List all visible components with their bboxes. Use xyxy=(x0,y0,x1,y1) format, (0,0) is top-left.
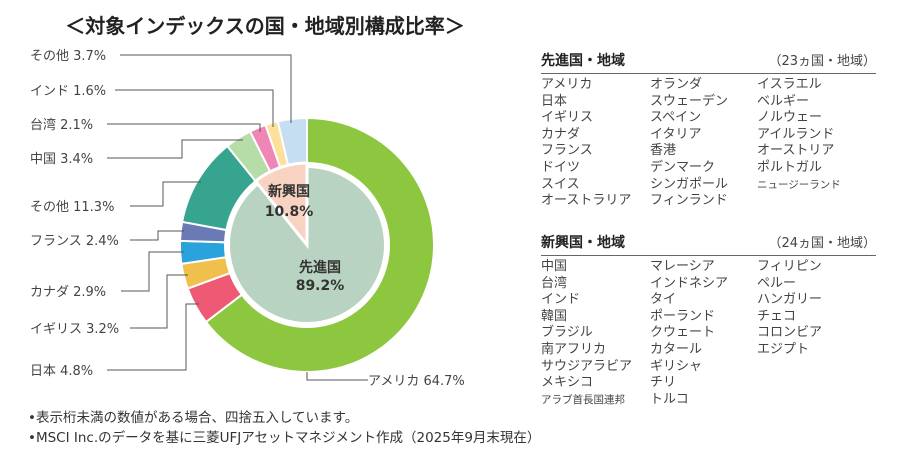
country-item: イスラエル xyxy=(757,77,822,92)
country-item: エジプト xyxy=(757,341,810,357)
slice-label: 中国 3.4% xyxy=(30,152,93,167)
developed-section: 先進国・地域 （23ヵ国・地域） アメリカ 日本 イギリス カナダ フランス ドイツ スイスオ… xyxy=(541,50,876,210)
country-column: フィリピン ペルー ハンガリー チェコ コロンビア エジプト xyxy=(757,259,822,408)
country-item: クウェート xyxy=(650,325,716,341)
country-item: フィリピン xyxy=(757,259,822,274)
country-item: フランス xyxy=(541,143,593,159)
chart-title: ＜対象インデックスの国・地域別構成比率＞ xyxy=(65,14,465,38)
country-item: オランダ xyxy=(650,77,703,92)
country-item: ポーランド xyxy=(650,308,716,324)
country-item: ハンガリー xyxy=(757,292,823,308)
leader-line xyxy=(121,251,184,292)
country-column: 中国 台湾 インド 韓国 ブラジル 南アフリカ サウジアラビア メキシコアラブ首長国連邦 xyxy=(541,259,650,408)
inner-name-label: 先進国 xyxy=(299,259,341,276)
country-item: ブラジル xyxy=(541,325,593,341)
country-column: イスラエル ベルギー ノルウェー アイルランド オーストリア ポルトガルニュージーランド xyxy=(757,77,841,210)
country-item: アイルランド xyxy=(757,126,835,142)
country-item: ドイツ xyxy=(541,159,581,175)
outer-slice-0 xyxy=(204,116,435,373)
developed-count: （23ヵ国・地域） xyxy=(768,54,876,69)
country-item: 中国 xyxy=(541,259,568,274)
inner-name-label: 新興国 xyxy=(268,183,310,200)
country-item: カナダ xyxy=(541,126,581,142)
emerging-count: （24ヵ国・地域） xyxy=(768,236,876,251)
country-item: オーストラリア xyxy=(541,193,632,209)
donut-chart: アメリカ 64.7% 日本 4.8% イギリス 3.2% カナダ 2.9% フランス 2… xyxy=(30,49,465,389)
leader-line xyxy=(107,139,243,159)
country-item: 南アフリカ xyxy=(541,341,607,357)
leader-line xyxy=(130,181,201,207)
emerging-heading: 新興国・地域 xyxy=(541,235,625,251)
inner-value-label: 10.8% xyxy=(265,204,314,220)
country-column: オランダ スウェーデン スペイン イタリア 香港 デンマーク シンガポール フィンランド xyxy=(650,77,757,210)
leader-line xyxy=(120,54,292,123)
slice-label: カナダ 2.9% xyxy=(30,285,106,300)
country-item: スイス xyxy=(541,176,580,192)
country-item: ポルトガル xyxy=(757,159,823,175)
footnote: •MSCI Inc.のデータを基に三菱UFJアセットマネジメント作成（2025年… xyxy=(28,430,541,446)
country-item: スペイン xyxy=(650,110,702,126)
slice-label: インド 1.6% xyxy=(30,84,106,99)
footnotes: •表示桁未満の数値がある場合、四捨五入しています。 •MSCI Inc.のデータ… xyxy=(28,408,540,448)
country-column: マレーシア インドネシア タイ ポーランド クウェート カタール ギリシャ チリ トルコ xyxy=(650,259,757,408)
footnote: •表示桁未満の数値がある場合、四捨五入しています。 xyxy=(28,410,359,426)
slice-label: フランス 2.4% xyxy=(30,234,119,249)
country-item: インドネシア xyxy=(650,275,729,291)
leader-line xyxy=(306,372,368,381)
country-item: サウジアラビア xyxy=(541,358,633,374)
country-item: 香港 xyxy=(650,143,677,159)
country-item: ベルギー xyxy=(757,93,810,109)
slice-label: イギリス 3.2% xyxy=(30,322,119,337)
emerging-section: 新興国・地域 （24ヵ国・地域） 中国 台湾 インド 韓国 ブラジル 南アフリカ サウジアラビ… xyxy=(541,232,876,408)
country-item: 韓国 xyxy=(541,308,568,324)
country-item: スウェーデン xyxy=(650,93,729,109)
leader-line xyxy=(107,123,261,132)
developed-heading: 先進国・地域 xyxy=(541,53,625,69)
leader-line xyxy=(130,230,184,241)
country-item: アラブ首長国連邦 xyxy=(541,393,625,406)
country-column: アメリカ 日本 イギリス カナダ フランス ドイツ スイス オーストラリア xyxy=(541,77,650,210)
country-item: マレーシア xyxy=(650,259,715,274)
inner-slice-emerging xyxy=(253,161,309,250)
slice-label: その他 11.3% xyxy=(30,200,114,215)
country-item: ギリシャ xyxy=(650,358,703,374)
inner-value-label: 89.2% xyxy=(296,278,345,294)
leader-line xyxy=(115,89,274,127)
country-item: ペルー xyxy=(757,275,797,291)
country-item: オーストリア xyxy=(757,143,835,159)
country-item: イタリア xyxy=(650,126,702,142)
country-item: 日本 xyxy=(541,93,568,109)
leader-line xyxy=(130,274,188,329)
country-item: イギリス xyxy=(541,110,594,126)
country-item: チリ xyxy=(650,375,677,391)
country-item: アメリカ xyxy=(541,77,593,92)
country-item: 台湾 xyxy=(541,275,568,291)
leader-line xyxy=(107,303,199,371)
slice-label: その他 3.7% xyxy=(30,49,106,64)
slice-label: アメリカ 64.7% xyxy=(368,374,465,389)
country-item: デンマーク xyxy=(650,159,716,175)
country-item: シンガポール xyxy=(650,176,729,192)
slice-label: 日本 4.8% xyxy=(30,364,93,379)
country-item: カタール xyxy=(650,341,703,357)
country-item: チェコ xyxy=(757,308,797,324)
slice-label: 台湾 2.1% xyxy=(30,117,93,133)
country-item: メキシコ xyxy=(541,375,594,391)
country-item: ノルウェー xyxy=(757,110,823,126)
country-item: フィンランド xyxy=(650,193,728,209)
country-item: ニュージーランド xyxy=(757,178,841,191)
country-item: インド xyxy=(541,292,581,308)
country-item: トルコ xyxy=(650,391,689,407)
country-item: タイ xyxy=(650,292,677,308)
country-item: コロンビア xyxy=(757,325,823,341)
